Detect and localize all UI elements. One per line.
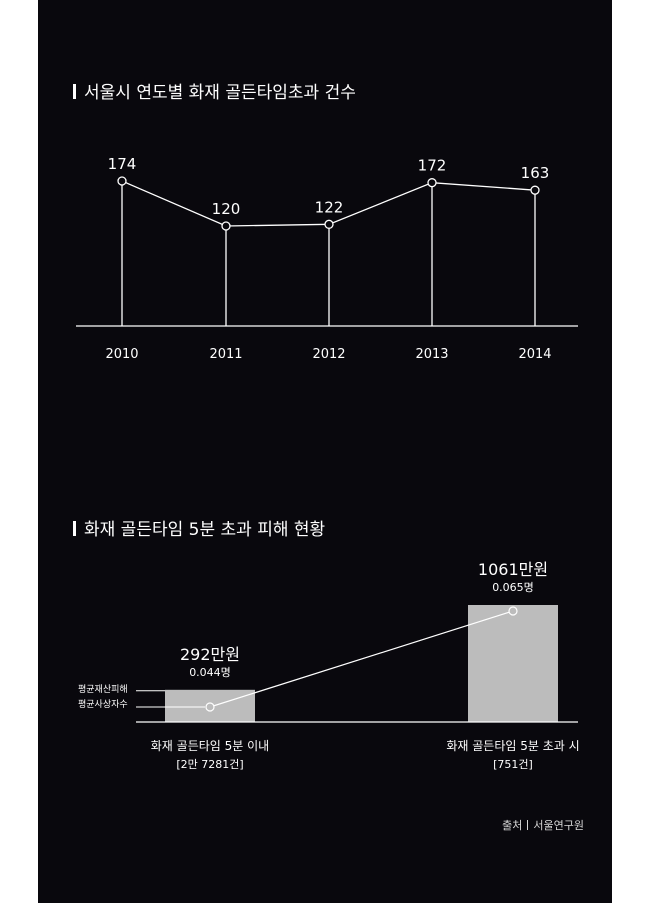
bar-chart-title-text: 화재 골든타임 5분 초과 피해 현황 xyxy=(84,520,326,540)
bar-value-label-2: 1061만원 xyxy=(478,560,548,579)
casualty-label-2: 0.065명 xyxy=(492,581,534,594)
source-label: 출처 xyxy=(502,819,523,832)
data-point-2013 xyxy=(427,178,437,188)
title-marker xyxy=(73,521,76,536)
source-note: 출처 서울연구원 xyxy=(502,817,584,833)
data-point-2014 xyxy=(530,185,540,195)
line-chart: 174 120 122 172 163 2010 2011 2012 2013 2014 xyxy=(76,155,578,362)
infographic-panel: 서울시 연도별 화재 골든타임초과 건수 174 120 122 172 163 201… xyxy=(38,0,612,903)
data-point-2011 xyxy=(221,221,231,231)
category-count-2: [751건] xyxy=(493,758,533,771)
line-chart-title: 서울시 연도별 화재 골든타임초과 건수 xyxy=(73,78,356,103)
legend-property-damage: 평균재산피해 xyxy=(78,684,128,695)
data-label-2010: 174 xyxy=(108,155,137,173)
data-label-2011: 120 xyxy=(212,200,241,218)
source-value: 서울연구원 xyxy=(533,819,584,832)
x-tick-label-2012: 2012 xyxy=(312,347,345,362)
legend-casualties: 평균사상자수 xyxy=(78,699,128,710)
casualty-series-line xyxy=(209,610,514,708)
bar-chart-title: 화재 골든타임 5분 초과 피해 현황 xyxy=(73,515,325,540)
category-count-1: [2만 7281건] xyxy=(176,758,243,771)
data-label-2012: 122 xyxy=(315,198,344,216)
casualty-label-1: 0.044명 xyxy=(189,666,231,679)
data-label-2013: 172 xyxy=(418,157,447,175)
title-marker xyxy=(73,84,76,99)
bar-value-label-1: 292만원 xyxy=(180,645,240,664)
bar-2 xyxy=(468,605,558,722)
data-point-2010 xyxy=(117,176,127,186)
casualty-point-2 xyxy=(508,606,518,616)
data-label-2014: 163 xyxy=(521,164,550,182)
x-tick-label-2010: 2010 xyxy=(105,347,138,362)
x-tick-label-2013: 2013 xyxy=(415,347,448,362)
x-tick-label-2011: 2011 xyxy=(209,347,242,362)
category-label-2: 화재 골든타임 5분 초과 시 xyxy=(446,739,579,753)
casualty-point-1 xyxy=(205,702,215,712)
category-label-1: 화재 골든타임 5분 이내 xyxy=(151,739,269,753)
source-separator xyxy=(527,820,529,830)
data-point-2012 xyxy=(324,219,334,229)
x-tick-label-2014: 2014 xyxy=(518,347,551,362)
line-chart-title-text: 서울시 연도별 화재 골든타임초과 건수 xyxy=(84,83,356,103)
